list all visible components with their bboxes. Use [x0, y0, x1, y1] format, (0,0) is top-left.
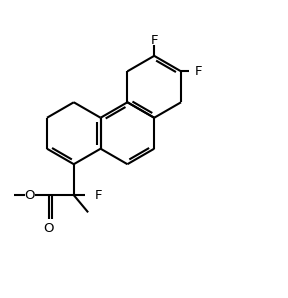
Text: F: F [94, 189, 102, 202]
Text: O: O [25, 189, 35, 202]
Text: O: O [43, 222, 54, 235]
Text: F: F [195, 65, 202, 78]
Text: F: F [150, 35, 158, 47]
